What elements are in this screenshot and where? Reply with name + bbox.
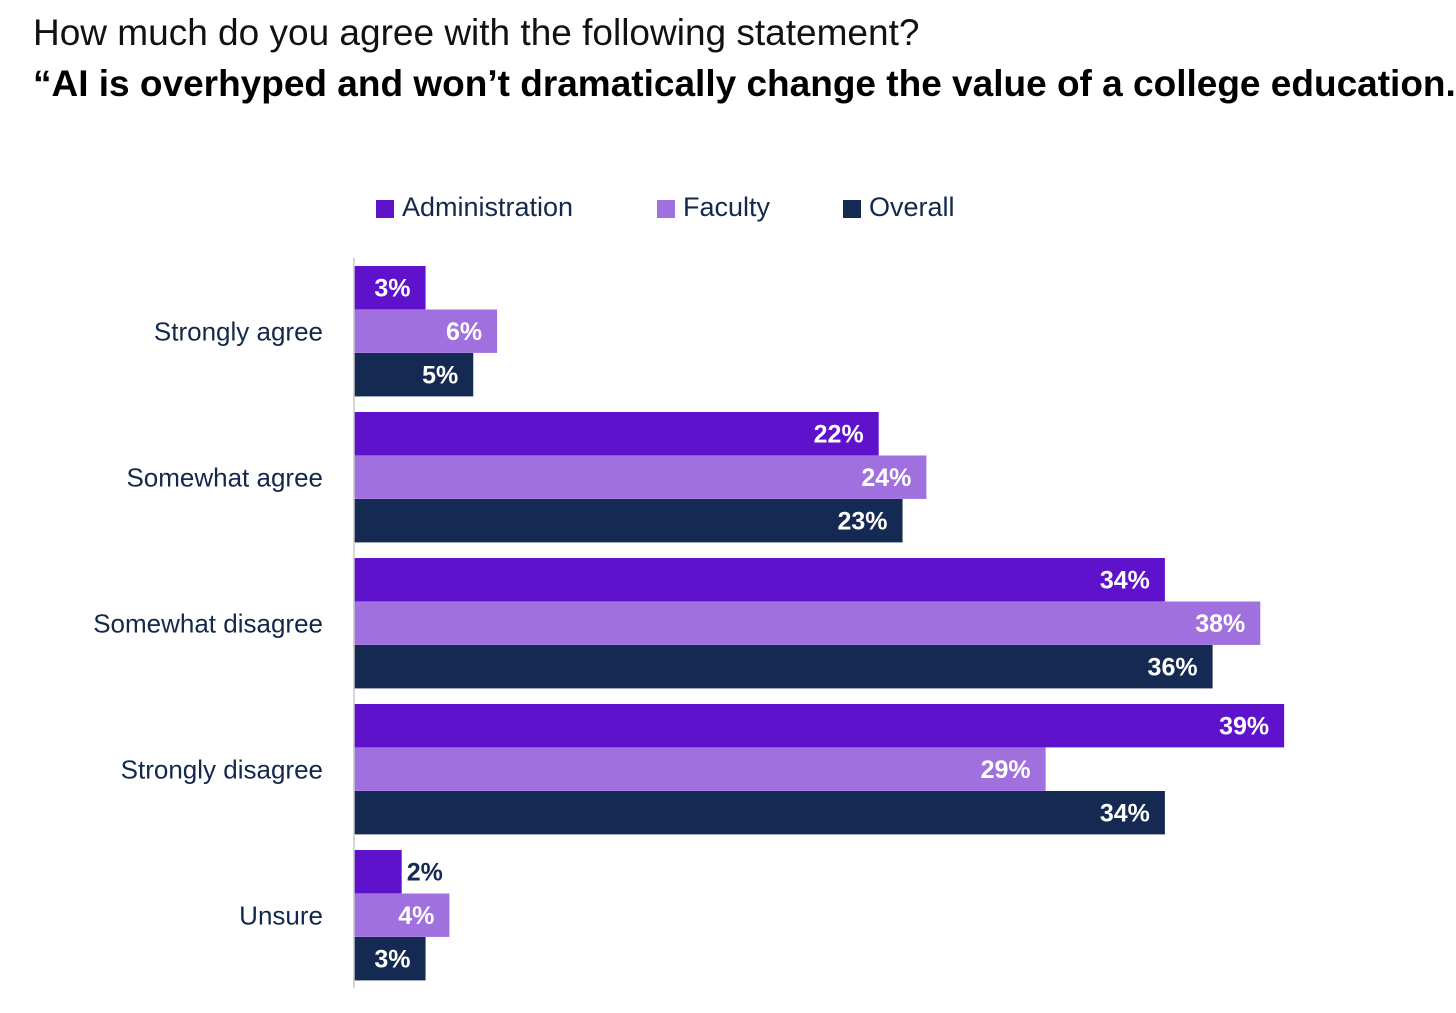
bar-administration-unsure (354, 850, 402, 893)
bar-label-administration-strongly-agree: 3% (374, 275, 410, 303)
bar-label-overall-strongly-disagree: 34% (1100, 800, 1150, 828)
category-label-strongly-agree: Strongly agree (154, 316, 323, 346)
bar-label-administration-somewhat-agree: 22% (814, 421, 864, 449)
category-label-unsure: Unsure (239, 900, 323, 930)
bar-overall-somewhat-disagree (354, 645, 1213, 688)
bar-label-administration-somewhat-disagree: 34% (1100, 567, 1150, 595)
category-label-somewhat-disagree: Somewhat disagree (93, 608, 323, 638)
bar-administration-strongly-disagree (354, 704, 1284, 747)
bar-faculty-somewhat-disagree (354, 602, 1260, 645)
bar-label-administration-strongly-disagree: 39% (1219, 713, 1269, 741)
bar-label-overall-somewhat-disagree: 36% (1148, 654, 1198, 682)
bar-label-administration-unsure: 2% (407, 859, 443, 887)
bar-label-faculty-strongly-disagree: 29% (981, 756, 1031, 784)
bar-label-faculty-strongly-agree: 6% (446, 318, 482, 346)
bar-administration-somewhat-disagree (354, 558, 1165, 601)
bar-overall-somewhat-agree (354, 499, 903, 542)
bar-faculty-somewhat-agree (354, 456, 926, 499)
bar-label-faculty-somewhat-disagree: 38% (1195, 610, 1245, 638)
bar-label-overall-somewhat-agree: 23% (838, 508, 888, 536)
bar-label-faculty-somewhat-agree: 24% (861, 464, 911, 492)
bar-overall-strongly-disagree (354, 791, 1165, 834)
category-label-somewhat-agree: Somewhat agree (126, 462, 323, 492)
bar-faculty-strongly-disagree (354, 748, 1046, 791)
bar-chart: 3% 6% 5% Strongly agree 22% 24% 23% Somewhat ag… (0, 0, 1456, 1013)
bar-administration-somewhat-agree (354, 412, 879, 455)
category-label-strongly-disagree: Strongly disagree (121, 754, 323, 784)
bar-label-overall-unsure: 3% (374, 946, 410, 974)
bar-label-overall-strongly-agree: 5% (422, 362, 458, 390)
bar-label-faculty-unsure: 4% (398, 902, 434, 930)
